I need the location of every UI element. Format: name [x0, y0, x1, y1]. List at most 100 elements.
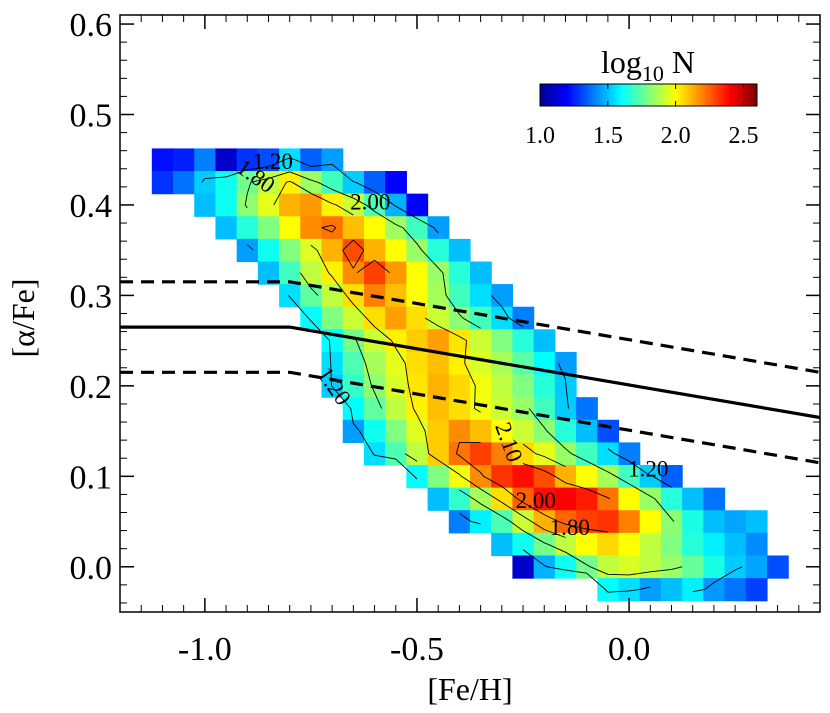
heatmap-cell [703, 487, 726, 511]
heatmap-cell [703, 555, 726, 579]
heatmap-cell [682, 510, 704, 534]
heatmap-cell [512, 306, 535, 330]
heatmap-cell [745, 532, 768, 557]
heatmap-cell [512, 397, 535, 421]
heatmap-cell [512, 419, 535, 443]
heatmap-cell [279, 284, 301, 308]
heatmap-cell [279, 216, 301, 240]
heatmap-cell [470, 261, 492, 285]
heatmap-cell [470, 329, 492, 353]
heatmap-cell [151, 148, 174, 172]
heatmap-cell [300, 238, 323, 263]
heatmap-cell [257, 238, 280, 263]
heatmap-cell [512, 555, 535, 579]
heatmap-cell [682, 532, 704, 557]
heatmap-cell [660, 555, 683, 579]
contour-label: 1.80 [550, 515, 590, 540]
heatmap-cell [618, 442, 641, 466]
heatmap-cell [745, 555, 768, 579]
heatmap-cell [342, 351, 365, 376]
heatmap-cell [406, 284, 429, 308]
y-axis-title: [α/Fe] [5, 279, 41, 358]
heatmap-cell [491, 442, 514, 466]
heatmap-cell [427, 419, 450, 443]
heatmap-cell [470, 397, 492, 421]
heatmap-cell [321, 351, 344, 376]
contour-line [321, 224, 611, 533]
heatmap-cell [618, 532, 641, 557]
heatmap-cell [385, 193, 407, 217]
heatmap-cell [491, 532, 514, 557]
heatmap-cell [597, 578, 620, 602]
heatmap-cell [363, 397, 386, 421]
heatmap-cell [385, 351, 407, 376]
heatmap-cell [597, 442, 620, 466]
heatmap-cell [321, 193, 344, 217]
heatmap-cell [512, 465, 535, 489]
heatmap-cell [173, 148, 195, 172]
heatmap-cell [554, 555, 577, 579]
heatmap-cell [533, 532, 556, 557]
heatmap-cell [427, 238, 450, 263]
colorbar-tick-label: 1.5 [593, 123, 623, 149]
heatmap-cell [236, 171, 259, 195]
heatmap-cell [427, 306, 450, 330]
heatmap-cell [533, 487, 556, 511]
heatmap-cell [639, 510, 662, 534]
heatmap-cell [406, 374, 429, 398]
heatmap-cell [597, 465, 620, 489]
heatmap-cell [215, 216, 238, 240]
heatmap-cell [639, 578, 662, 602]
heatmap-cell [448, 487, 471, 511]
heatmap-cell [321, 216, 344, 240]
heatmap-cell [533, 555, 556, 579]
heatmap-cell [533, 465, 556, 489]
heatmap-cell [618, 487, 641, 511]
heatmap-cell [385, 216, 407, 240]
heatmap-cell [300, 171, 323, 195]
heatmap-cell [703, 532, 726, 557]
heatmap-cell [470, 442, 492, 466]
heatmap-cell [173, 171, 195, 195]
heatmap-cell [406, 442, 429, 466]
heatmap-cell [639, 532, 662, 557]
heatmap-cell [342, 374, 365, 398]
heatmap-cell [427, 351, 450, 376]
heatmap-cell [406, 397, 429, 421]
heatmap-cell [427, 374, 450, 398]
heatmap-cell [533, 442, 556, 466]
heatmap-cell [342, 171, 365, 195]
heatmap-cell [279, 171, 301, 195]
heatmap-cell [300, 284, 323, 308]
heatmap-cell [427, 397, 450, 421]
heatmap-cell [448, 419, 471, 443]
x-axis-title: [Fe/H] [427, 671, 512, 707]
colorbar-tick-label: 2.0 [661, 123, 691, 149]
heatmap-cell [491, 419, 514, 443]
heatmap-cell [512, 351, 535, 376]
heatmap-cell [703, 510, 726, 534]
y-tick-label: 0.3 [70, 278, 113, 315]
heatmap-cell [533, 510, 556, 534]
heatmap-cell [406, 261, 429, 285]
heatmap-cell [257, 193, 280, 217]
heatmap-cell [385, 284, 407, 308]
heatmap-cell [279, 193, 301, 217]
heatmap-cell [597, 487, 620, 511]
contour-label: 1.20 [253, 149, 293, 174]
contour-line [244, 171, 683, 576]
solid-boundary-line [120, 325, 820, 420]
colorbar-title-subscript: 10 [642, 61, 664, 86]
heatmap-cell [745, 510, 768, 534]
heatmap-cell [576, 487, 598, 511]
heatmap-cell [448, 284, 471, 308]
heatmap-cell [385, 397, 407, 421]
heatmap-cell [427, 487, 450, 511]
dashed-boundary-line [120, 370, 820, 465]
heatmap-cell [279, 148, 301, 172]
heatmap-cell [724, 555, 747, 579]
heatmap-cell [342, 397, 365, 421]
heatmap-cell [724, 532, 747, 557]
heatmap-cell [448, 329, 471, 353]
